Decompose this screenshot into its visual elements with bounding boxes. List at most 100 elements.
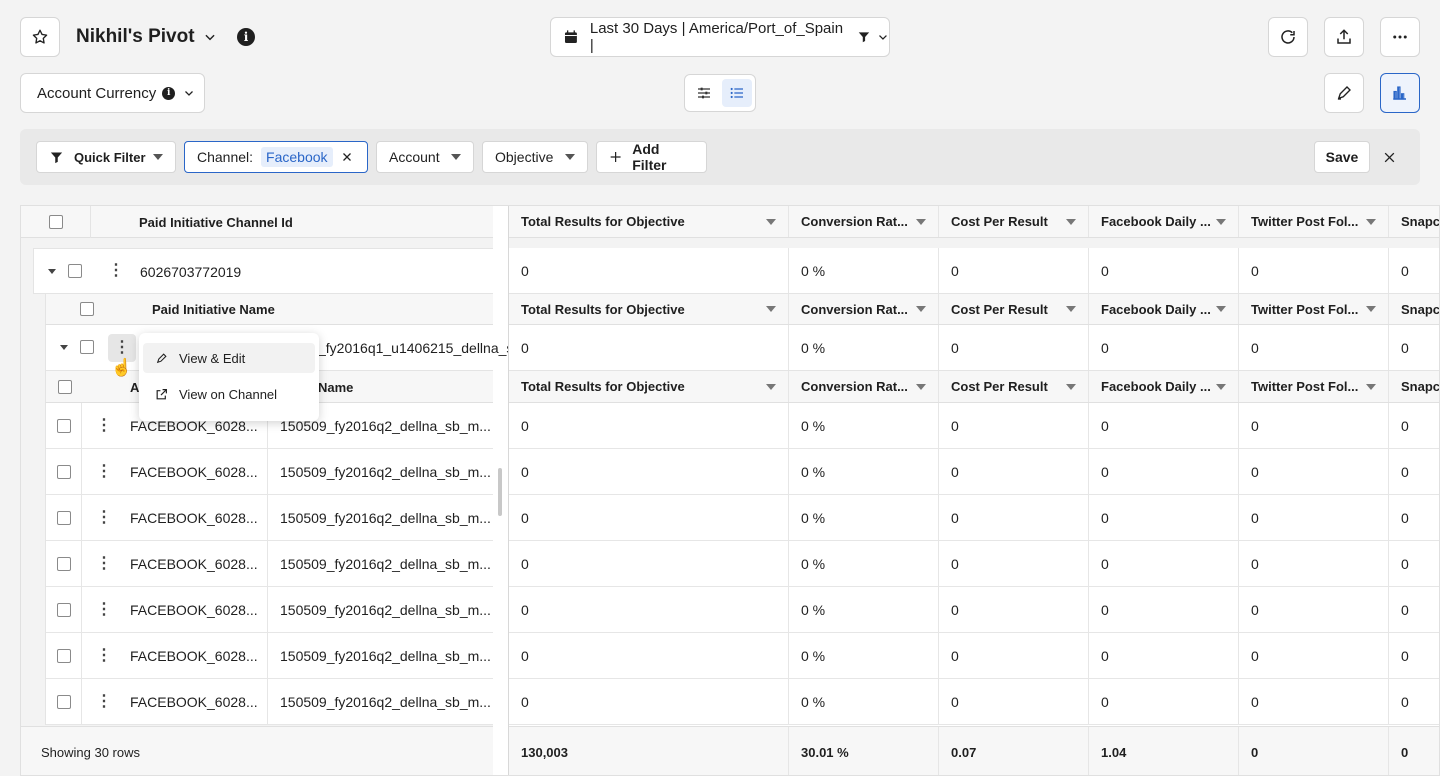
sort-caret-icon[interactable] [766, 218, 776, 225]
metric-header-cell[interactable]: Cost Per Result [939, 206, 1089, 237]
column-header-name[interactable]: Name [318, 380, 354, 395]
metric-header-cell[interactable]: Cost Per Result [939, 294, 1089, 324]
row-menu-icon[interactable]: ⋮ [96, 416, 112, 434]
row-checkbox[interactable] [57, 602, 71, 617]
column-header-a[interactable]: A [130, 380, 140, 395]
select-all-checkbox[interactable] [80, 302, 94, 316]
currency-selector[interactable]: Account Currency i [20, 73, 205, 113]
refresh-button[interactable] [1268, 17, 1308, 57]
row-checkbox[interactable] [57, 464, 71, 479]
metric-header-cell[interactable]: Facebook Daily ... [1089, 206, 1239, 237]
sort-caret-icon[interactable] [1216, 218, 1226, 225]
objective-filter[interactable]: Objective [482, 141, 588, 173]
metric-header-cell[interactable]: Snapch [1389, 294, 1439, 324]
quick-filter-button[interactable]: Quick Filter [36, 141, 176, 173]
table-row[interactable]: ⋮ FACEBOOK_6028... 150509_fy2016q2_dellna_… [46, 587, 493, 633]
table-row[interactable]: 0 0 % 0 0 0 0 [509, 587, 1439, 633]
select-all-checkbox[interactable] [58, 380, 72, 394]
column-header[interactable]: Paid Initiative Name [152, 302, 275, 317]
metric-header-cell[interactable]: Total Results for Objective [509, 206, 789, 237]
compact-view-button[interactable] [689, 79, 719, 107]
title-dropdown-button[interactable] [198, 25, 222, 49]
group-row[interactable]: ⋮ 6026703772019 [33, 248, 493, 294]
metric-header-cell[interactable]: Total Results for Objective [509, 294, 789, 324]
collapse-icon[interactable] [48, 269, 56, 274]
row-menu-icon[interactable]: ⋮ [96, 554, 112, 572]
total-cell: 1.04 [1089, 727, 1239, 775]
row-menu-icon[interactable]: ⋮ [96, 600, 112, 618]
row-menu-icon[interactable]: ⋮ [96, 692, 112, 710]
chart-view-button[interactable] [1380, 73, 1420, 113]
clear-filters-button[interactable] [1378, 146, 1400, 168]
table-row[interactable]: 0 0 % 0 0 0 0 [509, 541, 1439, 587]
metric-header-cell[interactable]: Twitter Post Fol... [1239, 294, 1389, 324]
row-checkbox[interactable] [57, 694, 71, 709]
info-icon[interactable]: i [237, 28, 255, 46]
select-all-checkbox[interactable] [48, 215, 63, 229]
metric-header-cell[interactable]: Twitter Post Fol... [1239, 206, 1389, 237]
table-row[interactable]: 0 0 % 0 0 0 0 [509, 633, 1439, 679]
row-checkbox[interactable] [57, 648, 71, 663]
table-row[interactable]: ⋮ FACEBOOK_6028... 150509_fy2016q2_dellna_… [46, 679, 493, 725]
metric-value: 0 [1251, 647, 1259, 664]
metric-header-cell[interactable]: Facebook Daily ... [1089, 294, 1239, 324]
row-menu-icon[interactable]: ⋮ [96, 646, 112, 664]
sort-caret-icon[interactable] [1366, 383, 1376, 390]
row-menu-button[interactable]: ⋮ [108, 334, 136, 362]
row-menu-icon[interactable]: ⋮ [96, 508, 112, 526]
metric-header-cell[interactable]: Conversion Rat... [789, 294, 939, 324]
column-header[interactable]: Paid Initiative Channel Id [139, 215, 293, 230]
favorite-star-button[interactable] [20, 17, 60, 57]
metric-header-cell[interactable]: Snapch [1389, 206, 1439, 237]
date-range-selector[interactable]: Last 30 Days | America/Port_of_Spain | [550, 17, 890, 57]
add-filter-button[interactable]: Add Filter [596, 141, 707, 173]
close-icon[interactable] [341, 151, 353, 163]
metric-header-cell[interactable]: Cost Per Result [939, 371, 1089, 402]
caret-down-icon [565, 154, 575, 160]
row-checkbox[interactable] [80, 340, 94, 354]
edit-button[interactable] [1324, 73, 1364, 113]
row-menu-icon[interactable]: ⋮ [96, 462, 112, 480]
sort-caret-icon[interactable] [1366, 218, 1376, 225]
view-on-channel-menu-item[interactable]: View on Channel [143, 379, 315, 409]
more-options-button[interactable] [1380, 17, 1420, 57]
account-filter[interactable]: Account [376, 141, 474, 173]
table-row[interactable]: ⋮ FACEBOOK_6028... 150509_fy2016q2_dellna_… [46, 633, 493, 679]
table-row[interactable]: 0 0 % 0 0 0 0 [509, 403, 1439, 449]
sort-caret-icon[interactable] [916, 383, 926, 390]
save-button[interactable]: Save [1314, 141, 1370, 173]
table-row[interactable]: 0 0 % 0 0 0 0 [509, 449, 1439, 495]
table-row[interactable]: 0 0 % 0 0 0 0 [509, 495, 1439, 541]
sort-caret-icon[interactable] [1216, 383, 1226, 390]
sort-caret-icon[interactable] [1066, 306, 1076, 312]
channel-filter[interactable]: Channel: Facebook [184, 141, 368, 173]
table-row[interactable]: 0 0 % 0 0 0 0 [509, 679, 1439, 725]
row-checkbox[interactable] [57, 418, 71, 433]
sort-caret-icon[interactable] [1216, 306, 1226, 312]
sort-caret-icon[interactable] [766, 306, 776, 312]
row-checkbox[interactable] [68, 264, 82, 278]
row-checkbox[interactable] [57, 510, 71, 525]
table-row[interactable]: ⋮ FACEBOOK_6028... 150509_fy2016q2_dellna_… [46, 495, 493, 541]
scrollbar[interactable] [498, 468, 502, 516]
row-checkbox[interactable] [57, 556, 71, 571]
table-row[interactable]: ⋮ FACEBOOK_6028... 150509_fy2016q2_dellna_… [46, 541, 493, 587]
metric-header-cell[interactable]: Facebook Daily ... [1089, 371, 1239, 402]
metric-header-cell[interactable]: Twitter Post Fol... [1239, 371, 1389, 402]
sort-caret-icon[interactable] [1066, 218, 1076, 225]
metric-header-cell[interactable]: Conversion Rat... [789, 371, 939, 402]
table-row[interactable]: ⋮ FACEBOOK_6028... 150509_fy2016q2_dellna_… [46, 449, 493, 495]
metric-header-cell[interactable]: Total Results for Objective [509, 371, 789, 402]
sort-caret-icon[interactable] [1066, 383, 1076, 390]
sort-caret-icon[interactable] [1366, 306, 1376, 312]
view-edit-menu-item[interactable]: View & Edit [143, 343, 315, 373]
metric-header-cell[interactable]: Snapch [1389, 371, 1439, 402]
list-view-button[interactable] [722, 79, 752, 107]
collapse-icon[interactable] [60, 345, 68, 350]
export-button[interactable] [1324, 17, 1364, 57]
sort-caret-icon[interactable] [766, 383, 776, 390]
sort-caret-icon[interactable] [916, 218, 926, 225]
row-menu-icon[interactable]: ⋮ [108, 262, 124, 279]
metric-header-cell[interactable]: Conversion Rat... [789, 206, 939, 237]
sort-caret-icon[interactable] [916, 306, 926, 312]
